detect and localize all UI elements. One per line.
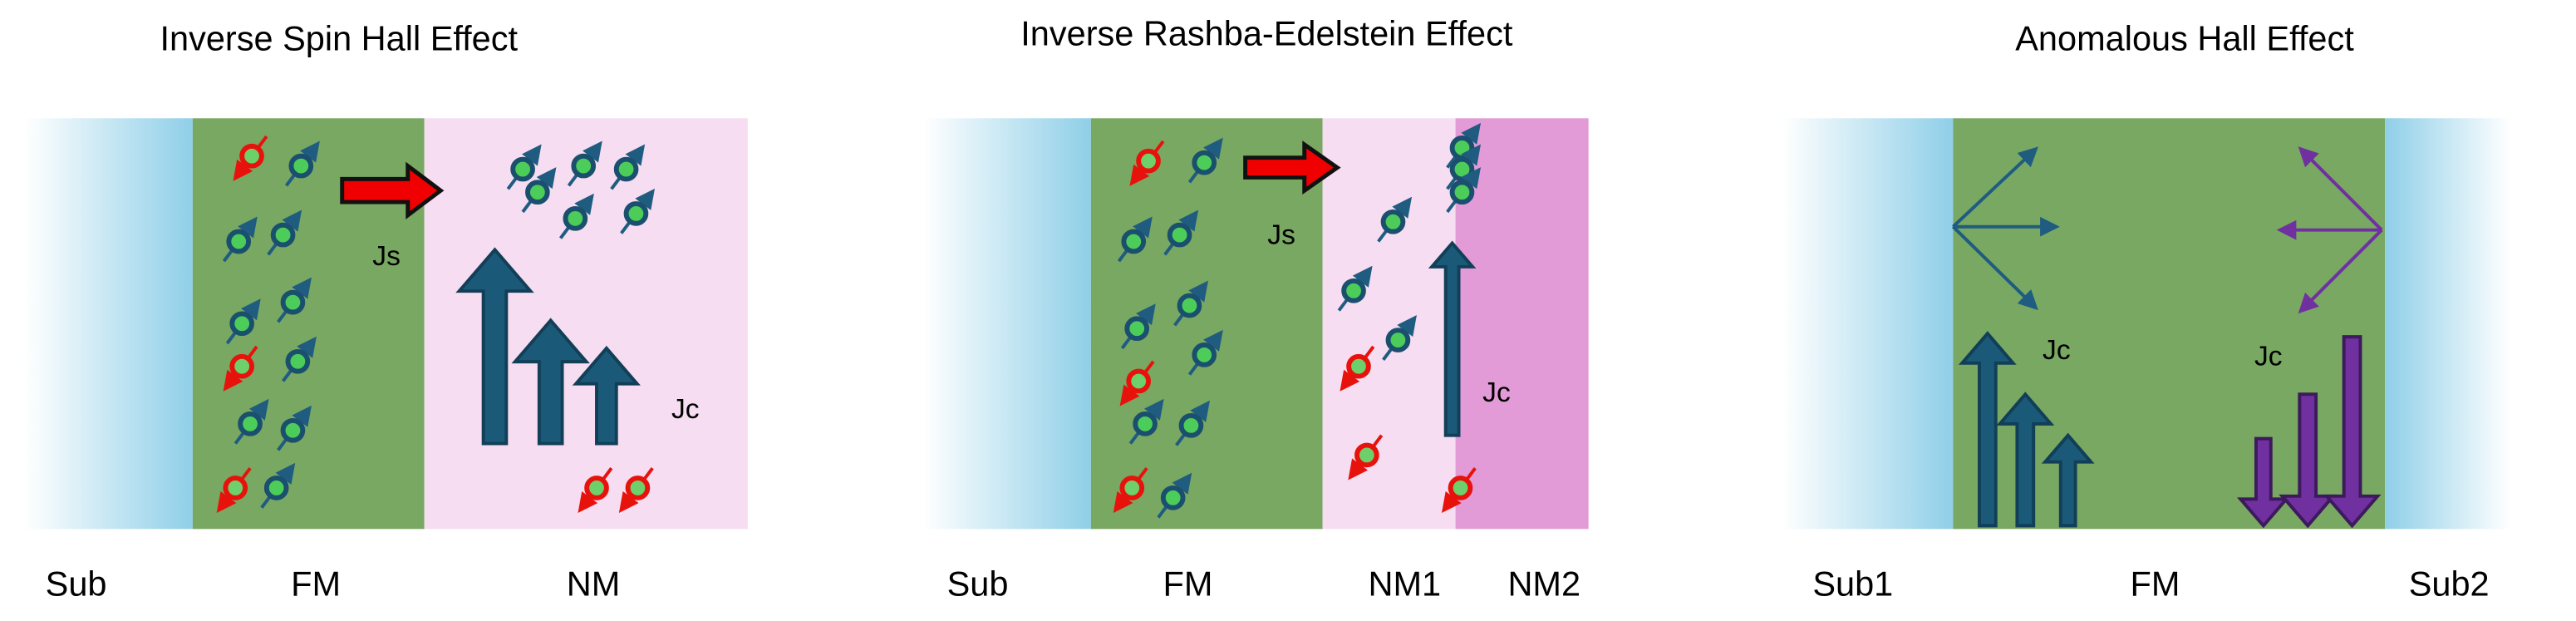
normal-metal xyxy=(424,118,748,530)
current-arrow xyxy=(572,345,641,446)
region-label: FM xyxy=(1163,564,1212,603)
panel-title: Anomalous Hall Effect xyxy=(2015,18,2354,57)
region-label: Sub1 xyxy=(1812,564,1893,603)
panel-title: Inverse Rashba-Edelstein Effect xyxy=(1020,13,1513,52)
region-label: Sub xyxy=(947,564,1009,603)
substrate xyxy=(923,118,1091,530)
substrate xyxy=(25,118,193,530)
region-label: NM1 xyxy=(1368,564,1441,603)
current-arrows xyxy=(455,240,2382,529)
deflection-arrows xyxy=(1951,146,2060,311)
spin-current-arrow xyxy=(1243,140,1341,195)
annotation: Js xyxy=(1267,219,1295,250)
substrate-2 xyxy=(2385,118,2510,530)
current-arrow xyxy=(2323,335,2382,529)
current-arrow xyxy=(1428,240,1477,437)
normal-metal-2 xyxy=(1455,118,1589,530)
current-arrow xyxy=(1958,331,2017,528)
current-arrow xyxy=(2041,432,2095,528)
annotation: Js xyxy=(372,241,401,272)
panel-iree xyxy=(923,118,1589,530)
current-arrow xyxy=(511,318,590,446)
panel-title: Inverse Spin Hall Effect xyxy=(160,18,518,57)
current-arrow xyxy=(2236,436,2290,529)
annotation: Jc xyxy=(2043,335,2071,366)
spin-current-arrow xyxy=(340,161,445,219)
region-label: FM xyxy=(291,564,341,603)
normal-metal-1 xyxy=(1322,118,1456,530)
annotation: Jc xyxy=(1482,377,1511,408)
annotation: Jc xyxy=(2254,342,2283,372)
current-arrow xyxy=(1996,392,2055,528)
region-label: NM2 xyxy=(1507,564,1581,603)
region-label: NM xyxy=(567,564,621,603)
annotation: Jc xyxy=(671,394,700,425)
region-label: Sub2 xyxy=(2409,564,2490,603)
current-arrow xyxy=(455,247,534,446)
region-label: Sub xyxy=(46,564,107,603)
panel-ahe xyxy=(1782,118,2510,530)
current-arrow xyxy=(2279,392,2338,529)
region-label: FM xyxy=(2130,564,2180,603)
deflection-arrows xyxy=(2276,146,2383,314)
substrate-1 xyxy=(1782,118,1954,530)
